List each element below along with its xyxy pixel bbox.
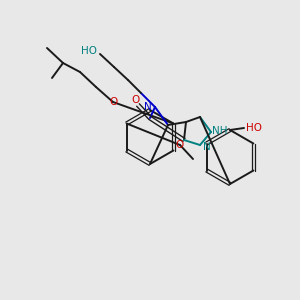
Text: HO: HO [81, 46, 97, 56]
Text: O: O [175, 140, 183, 150]
Text: NH: NH [212, 126, 228, 136]
Text: N: N [144, 102, 152, 112]
Text: N: N [203, 142, 211, 152]
Text: O: O [131, 95, 139, 105]
Text: O: O [109, 97, 117, 107]
Text: HO: HO [246, 123, 262, 133]
